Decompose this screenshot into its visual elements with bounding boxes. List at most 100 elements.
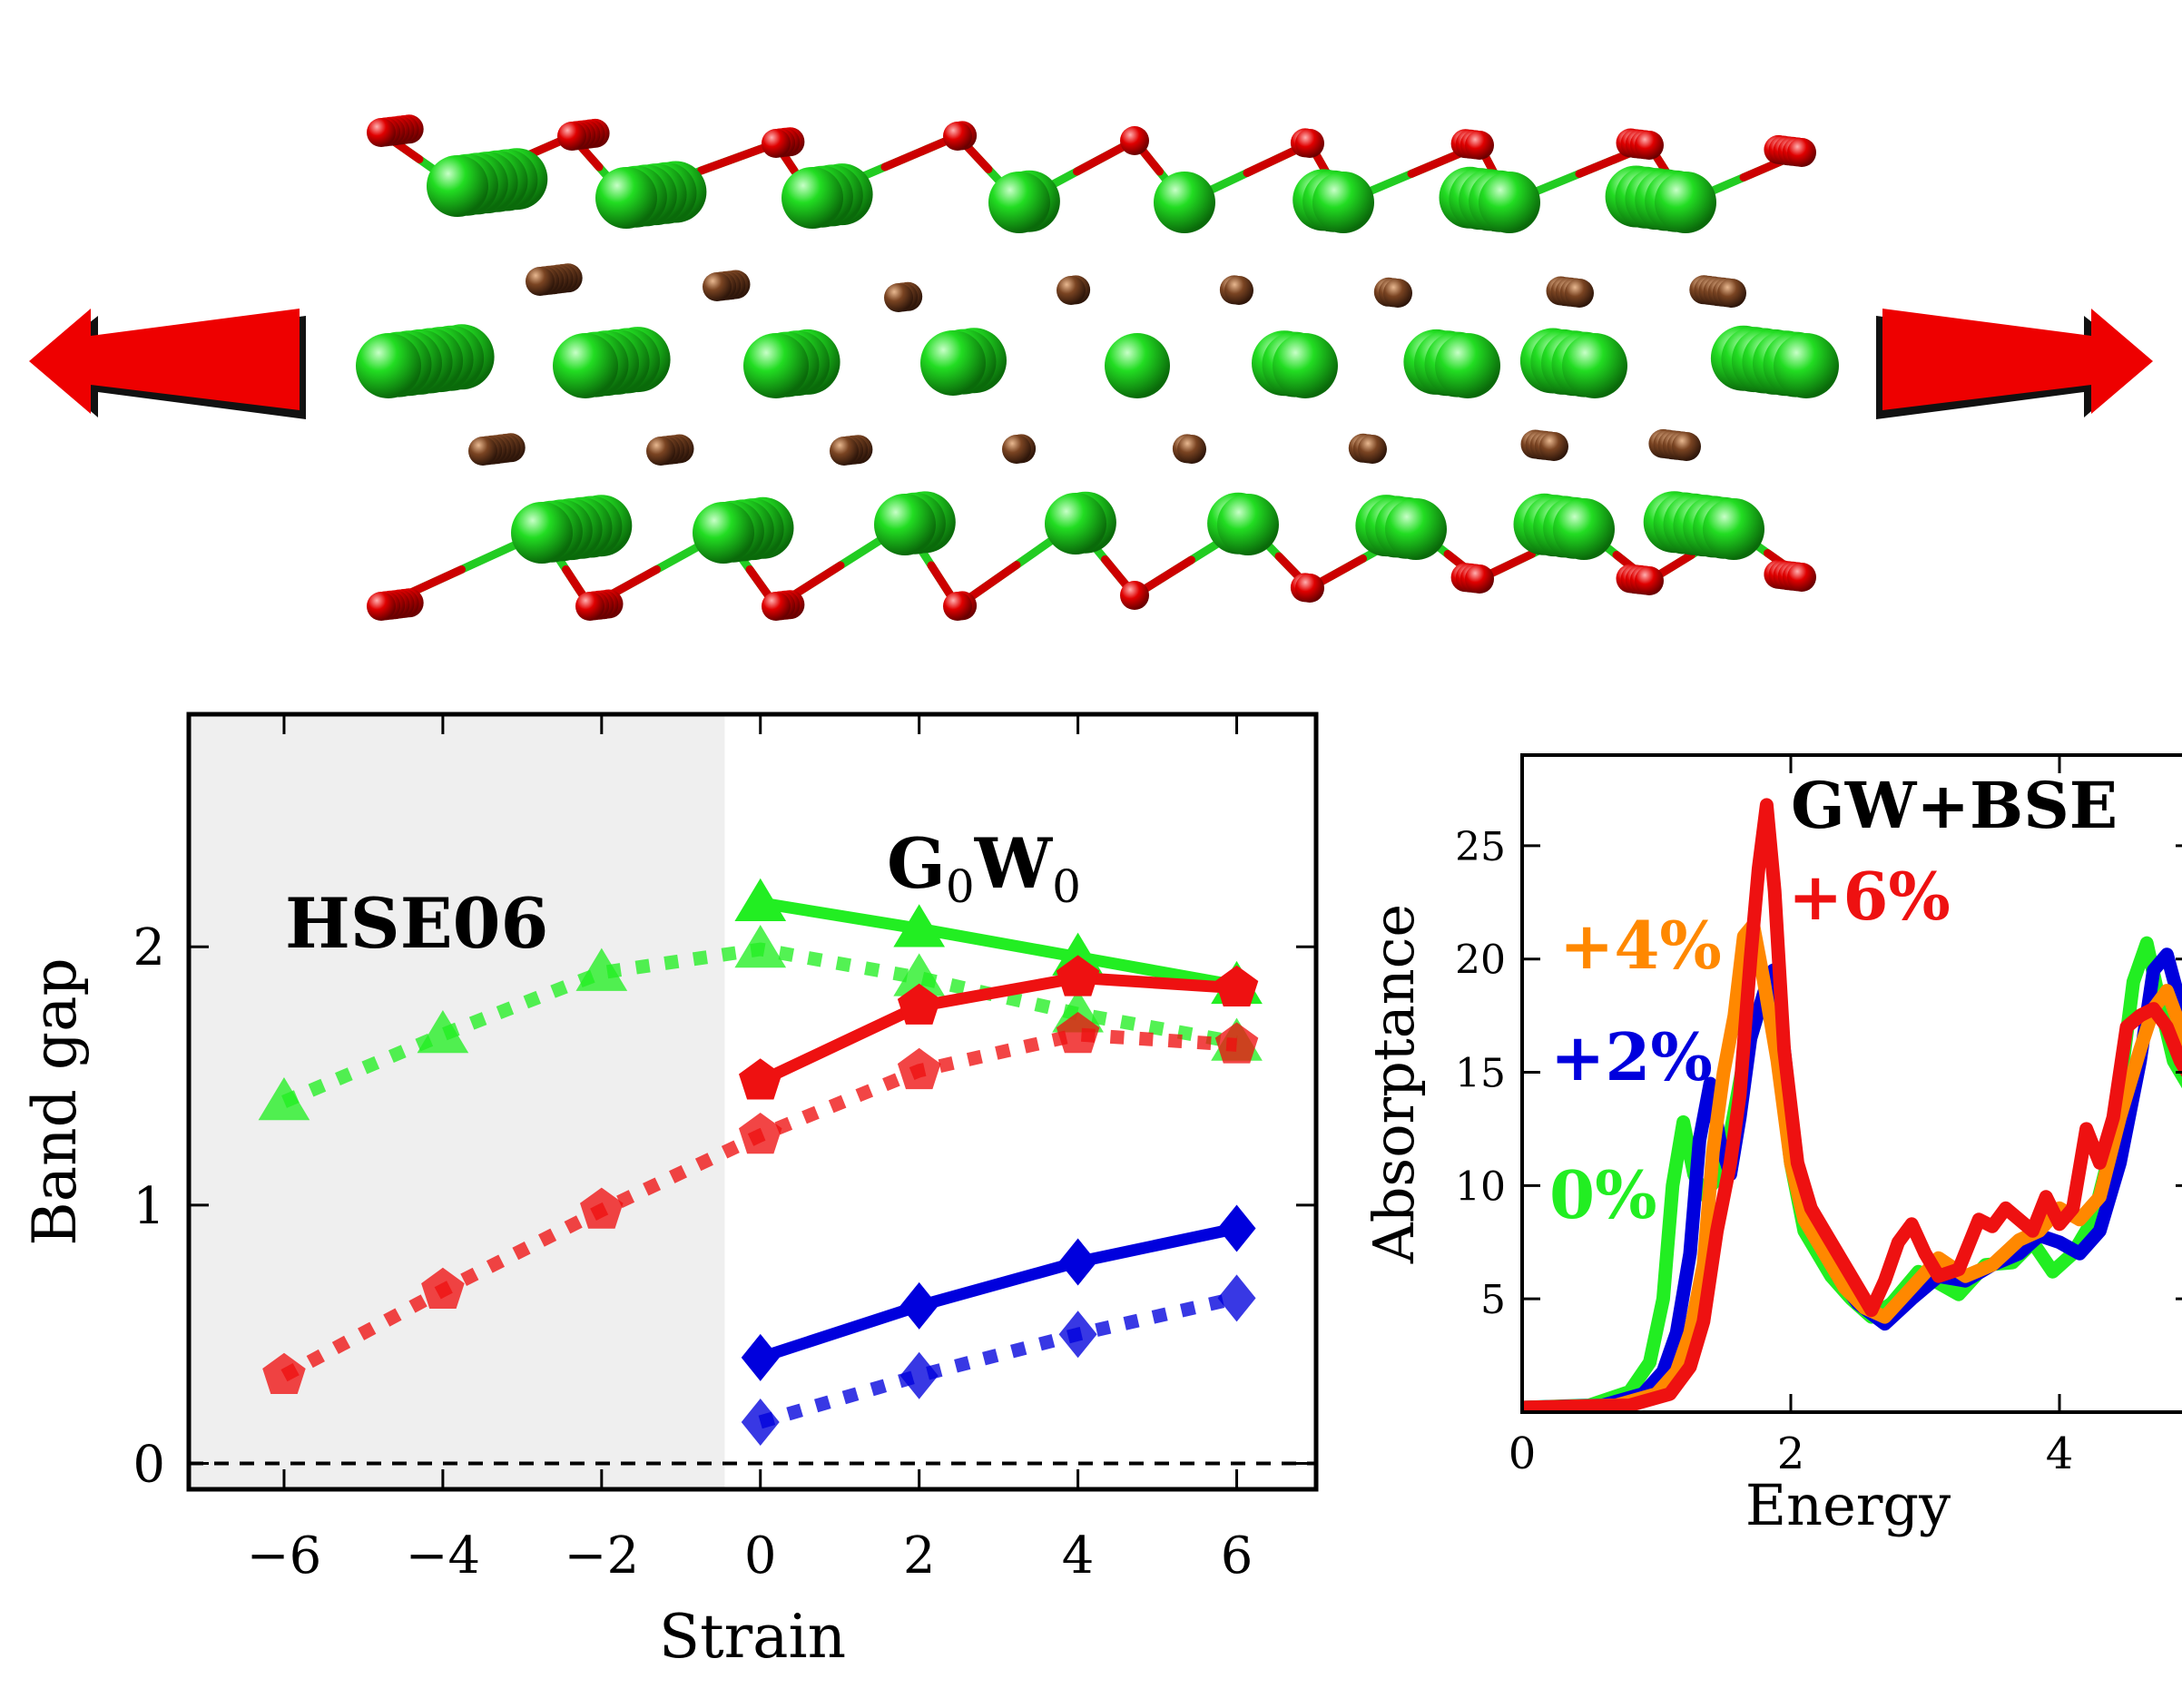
- series-line: [757, 971, 1237, 1087]
- data-point-pentagon: [1056, 1012, 1100, 1054]
- x-tick-label: 4: [1062, 1526, 1095, 1585]
- carbon-atom: [1672, 432, 1701, 461]
- calcium-atom: [988, 172, 1050, 233]
- curve-label-0: 0%: [1549, 1156, 1657, 1233]
- carbon-atom: [1565, 279, 1594, 308]
- y-tick-label: 1: [133, 1177, 165, 1236]
- series-red-hse06: [262, 1012, 1259, 1394]
- calcium-atom: [1655, 172, 1716, 233]
- data-point-pentagon: [739, 1058, 782, 1100]
- calcium-atom: [920, 330, 986, 396]
- oxygen-atom: [367, 592, 396, 621]
- oxygen-atom: [1635, 131, 1664, 160]
- g0w0-label-sub1: 0: [946, 860, 975, 913]
- x-tick-label: 6: [1221, 1526, 1253, 1585]
- carbon-atom: [703, 272, 732, 301]
- data-point-diamond: [1058, 1238, 1097, 1286]
- calcium-atom: [1312, 172, 1374, 233]
- calcium-atom: [1774, 333, 1839, 398]
- oxygen-atom: [762, 592, 791, 621]
- x-tick-label: −4: [406, 1526, 481, 1585]
- band-gap-axis-ticks: −6 −4 −2 0 2 4 6 0 1 2: [133, 714, 1316, 1585]
- x-tick-label: 4: [2046, 1428, 2074, 1479]
- absorptance-curve-plus6pct: [1522, 798, 2182, 1412]
- carbon-atom: [526, 267, 555, 296]
- absorptance-curve-plus4pct: [1522, 918, 2182, 1412]
- absorptance-series: [1522, 798, 2182, 1412]
- carbon-atom: [1717, 279, 1746, 308]
- data-point-triangle: [575, 947, 628, 991]
- carbon-atom: [884, 283, 913, 312]
- oxygen-atom: [1295, 574, 1324, 603]
- oxygen-atom: [1635, 566, 1664, 595]
- calcium-atom: [874, 494, 936, 555]
- data-point-triangle: [893, 904, 946, 947]
- calcium-atom: [1385, 498, 1447, 560]
- atom-layer: [356, 114, 1839, 621]
- calcium-atom: [595, 167, 657, 229]
- data-point-pentagon: [1214, 965, 1259, 1006]
- data-point-diamond: [741, 1398, 780, 1446]
- calcium-atom: [743, 333, 809, 398]
- strain-arrow-left-icon: [29, 309, 306, 419]
- x-tick-label: 0: [1509, 1428, 1537, 1479]
- calcium-atom: [511, 502, 573, 564]
- calcium-atom: [1045, 493, 1106, 555]
- y-tick-label: 20: [1455, 937, 1506, 984]
- oxygen-atom: [1465, 131, 1494, 160]
- data-point-diamond: [899, 1351, 939, 1399]
- calcium-atom: [1273, 333, 1338, 398]
- data-point-triangle: [417, 1009, 469, 1054]
- band-gap-series: [258, 878, 1263, 1446]
- absorptance-ylabel: Absorptance: [1361, 904, 1427, 1264]
- calcium-atom: [1154, 172, 1215, 233]
- calcium-atom: [1553, 498, 1615, 560]
- oxygen-atom: [1295, 129, 1324, 158]
- oxygen-atom: [1787, 138, 1816, 167]
- g0w0-label-g: G: [887, 823, 946, 904]
- y-tick-label: 0: [133, 1436, 165, 1495]
- data-point-pentagon: [1056, 955, 1100, 996]
- g0w0-label: G0W0: [887, 823, 1081, 913]
- absorptance-xlabel: Energy: [1745, 1472, 1951, 1538]
- calcium-atom: [693, 502, 754, 564]
- calcium-atom: [356, 333, 421, 398]
- data-point-diamond: [899, 1281, 939, 1330]
- absorptance-axis-ticks: 0 2 4 5 10 15 20 25: [1455, 755, 2182, 1479]
- calcium-atom: [1703, 498, 1764, 560]
- g0w0-label-w: W: [974, 823, 1054, 904]
- calcium-atom: [1105, 333, 1170, 398]
- series-line: [758, 1291, 1239, 1429]
- data-point-pentagon: [897, 1047, 941, 1090]
- curve-label-plus6: +6%: [1788, 858, 1951, 935]
- data-point-triangle: [734, 878, 787, 922]
- data-point-pentagon: [897, 983, 941, 1025]
- series-line: [758, 1222, 1238, 1363]
- y-tick-label: 15: [1455, 1051, 1506, 1097]
- y-tick-label: 25: [1455, 824, 1506, 870]
- band-gap-plot-frame: [186, 712, 1319, 1492]
- y-tick-label: 5: [1480, 1277, 1506, 1323]
- oxygen-atom: [762, 129, 791, 158]
- x-tick-label: −2: [565, 1526, 640, 1585]
- carbon-atom: [646, 437, 675, 466]
- data-point-pentagon: [580, 1187, 624, 1229]
- hse06-label: HSE06: [285, 883, 548, 964]
- absorptance-plot-frame: [1520, 753, 2182, 1414]
- curve-label-plus2: +2%: [1550, 1018, 1713, 1095]
- series-line: [759, 897, 1238, 992]
- gw-bse-title: GW+BSE: [1791, 768, 2118, 843]
- data-point-pentagon: [1214, 1022, 1259, 1064]
- x-tick-label: 0: [744, 1526, 777, 1585]
- data-point-diamond: [741, 1333, 780, 1381]
- data-point-pentagon: [739, 1113, 782, 1154]
- oxygen-atom: [557, 122, 586, 151]
- y-tick-label: 10: [1455, 1163, 1506, 1210]
- absorptance-panel: 0 2 4 5 10 15 20 25 Absorptance Energy GW+BSE +…: [1361, 753, 2182, 1538]
- data-point-diamond: [1058, 1310, 1097, 1359]
- band-gap-xlabel: Strain: [659, 1602, 846, 1672]
- band-gap-ylabel: Band gap: [20, 957, 90, 1245]
- oxygen-atom: [367, 118, 396, 147]
